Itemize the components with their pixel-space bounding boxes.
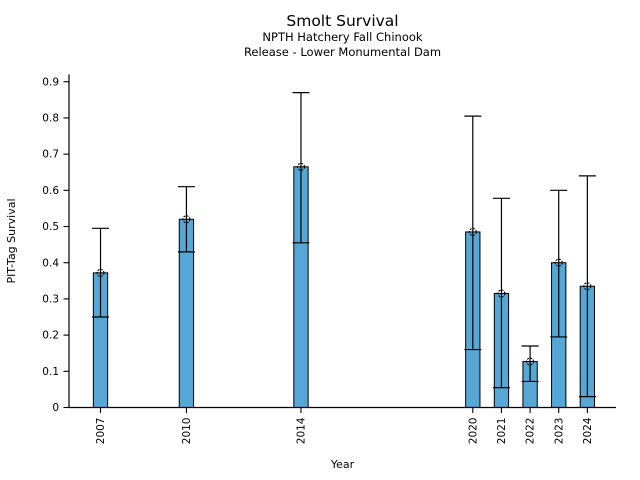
x-tick-label: 2023 bbox=[553, 418, 565, 445]
point-marker-2014 bbox=[296, 162, 306, 171]
chart-title: Smolt Survival bbox=[286, 12, 398, 30]
y-tick-label: 0.2 bbox=[42, 330, 59, 342]
x-tick-label: 2020 bbox=[467, 418, 479, 445]
y-tick-label: 0.9 bbox=[42, 76, 59, 88]
point-marker-2024 bbox=[583, 282, 592, 291]
point-marker-2007 bbox=[96, 268, 105, 277]
x-tick-label: 2010 bbox=[181, 418, 193, 445]
y-tick-label: 0.4 bbox=[42, 257, 59, 269]
point-marker-2010 bbox=[182, 215, 191, 224]
point-marker-2020 bbox=[468, 227, 477, 237]
chart-subtitle-line2: Release - Lower Monumental Dam bbox=[244, 45, 441, 59]
y-tick-label: 0.3 bbox=[42, 293, 59, 305]
y-axis-label: PIT-Tag Survival bbox=[5, 198, 18, 283]
point-marker-2022 bbox=[526, 357, 535, 366]
x-tick-label: 2021 bbox=[496, 418, 508, 445]
point-marker-2021 bbox=[497, 289, 506, 298]
y-tick-label: 0 bbox=[52, 402, 59, 414]
y-tick-label: 0.5 bbox=[42, 221, 59, 233]
x-tick-label: 2022 bbox=[525, 418, 537, 445]
y-tick-label: 0.1 bbox=[42, 366, 59, 378]
chart-subtitle-line1: NPTH Hatchery Fall Chinook bbox=[262, 30, 422, 44]
y-tick-label: 0.6 bbox=[42, 185, 59, 197]
x-tick-label: 2014 bbox=[296, 417, 308, 444]
x-tick-label: 2007 bbox=[95, 418, 107, 445]
y-tick-label: 0.7 bbox=[42, 149, 59, 161]
point-marker-2023 bbox=[554, 258, 563, 267]
x-tick-label: 2024 bbox=[582, 417, 594, 444]
x-axis-label: Year bbox=[330, 458, 355, 471]
plot-area: 0 0.1 0.2 0.3 0.4 0.5 0.6 0.7 0.8 0.9 2007 2010 2014… bbox=[42, 74, 616, 445]
y-tick-label: 0.8 bbox=[42, 113, 59, 125]
